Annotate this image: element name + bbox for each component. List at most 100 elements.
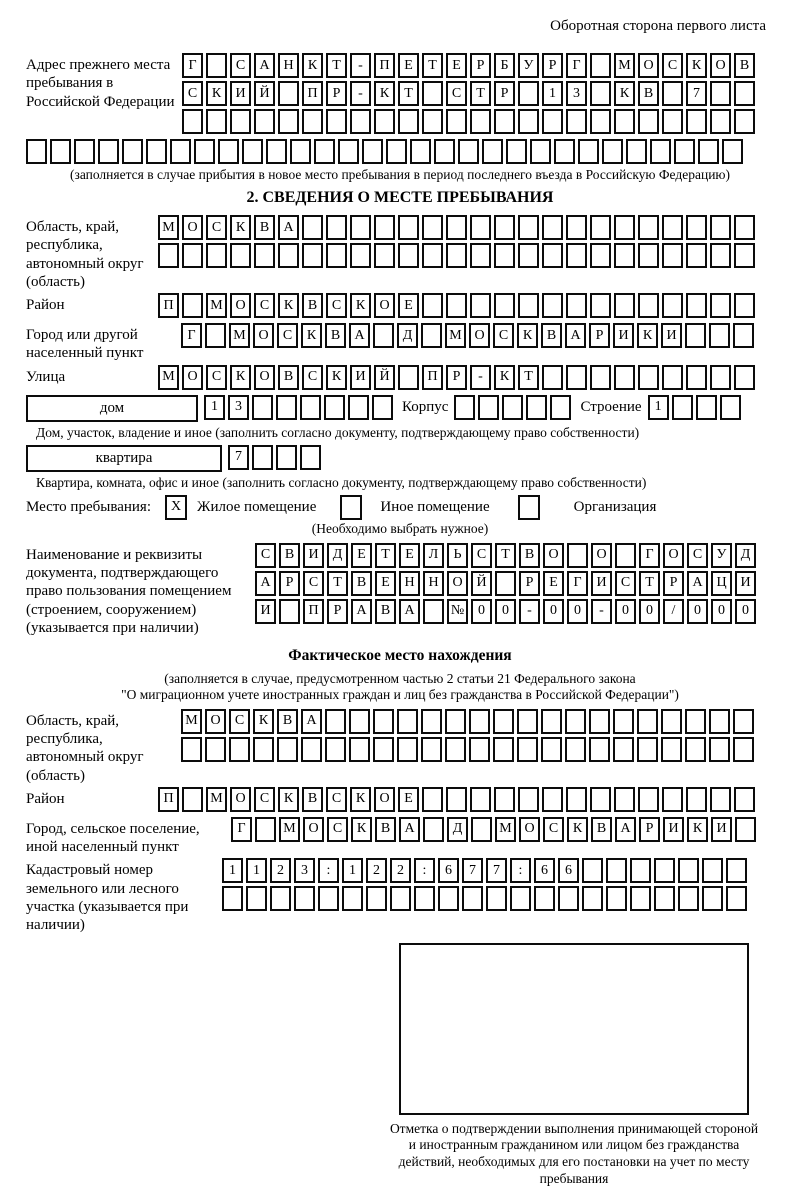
char-box xyxy=(494,109,515,134)
char-box xyxy=(650,139,671,164)
char-box: Т xyxy=(518,364,539,390)
char-box xyxy=(279,598,300,624)
char-box xyxy=(222,886,243,912)
apartment-caption: Квартира, комната, офис и иное (заполнит… xyxy=(36,474,647,490)
char-box xyxy=(695,394,717,420)
char-box xyxy=(26,139,47,164)
char-box: В xyxy=(325,323,346,349)
char-box: В xyxy=(278,364,299,390)
checkbox-organization[interactable] xyxy=(517,494,540,520)
checkbox-residential[interactable]: X xyxy=(165,494,187,520)
char-box: О xyxy=(182,215,203,240)
korpus-row[interactable] xyxy=(454,394,574,420)
char-box xyxy=(454,394,476,420)
char-box: Ц xyxy=(711,570,732,596)
char-box: 0 xyxy=(711,598,732,624)
char-box xyxy=(614,215,635,240)
char-box: № xyxy=(447,598,468,624)
document-row-3[interactable]: И П Р А В А № 0 0-0 0-0 0/0 0 0 xyxy=(255,598,774,624)
char-box xyxy=(318,886,339,912)
char-box: В xyxy=(638,81,659,106)
char-box xyxy=(326,215,347,240)
char-box: О xyxy=(182,364,203,390)
char-box: Р xyxy=(494,81,515,106)
char-box xyxy=(74,139,95,164)
fact-region-row-2[interactable] xyxy=(181,736,774,762)
char-box: К xyxy=(278,786,299,812)
char-box: 1 xyxy=(246,858,267,884)
char-box xyxy=(422,215,443,240)
apartment-type-box[interactable]: квартира xyxy=(26,444,222,472)
cadastral-row-2[interactable] xyxy=(222,886,774,912)
char-box xyxy=(182,243,203,268)
char-box: В xyxy=(279,542,300,568)
char-box: О xyxy=(230,293,251,319)
char-box xyxy=(302,215,323,240)
prev-address-row-3[interactable] xyxy=(182,109,774,134)
apartment-number-row[interactable]: 7 xyxy=(228,444,324,470)
char-box xyxy=(590,364,611,390)
char-box xyxy=(710,243,731,268)
char-box xyxy=(422,243,443,268)
char-box: К xyxy=(687,816,708,842)
char-box xyxy=(590,243,611,268)
char-box: С xyxy=(229,708,250,734)
char-box xyxy=(678,858,699,884)
char-box xyxy=(518,243,539,268)
option-other-premises-label: Иное помещение xyxy=(380,498,490,515)
char-box xyxy=(517,708,538,734)
char-box xyxy=(662,81,683,106)
char-box: П xyxy=(303,598,324,624)
char-box xyxy=(98,139,119,164)
char-box xyxy=(662,109,683,134)
char-box xyxy=(422,109,443,134)
char-box: С xyxy=(662,53,683,78)
char-box: Е xyxy=(375,570,396,596)
char-box xyxy=(542,215,563,240)
char-box: К xyxy=(517,323,538,349)
stamp-caption: Отметка о подтверждении выполнения прини… xyxy=(389,1120,759,1187)
char-box xyxy=(470,215,491,240)
char-box: У xyxy=(711,542,732,568)
stay-type-row: Место пребывания: X Жилое помещение Иное… xyxy=(26,494,774,520)
char-box: В xyxy=(302,293,323,319)
char-box xyxy=(349,708,370,734)
char-box: - xyxy=(519,598,540,624)
char-box xyxy=(350,109,371,134)
char-box: 7 xyxy=(228,444,249,470)
char-box xyxy=(542,243,563,268)
char-box xyxy=(710,293,731,319)
prev-address-row-4[interactable] xyxy=(26,139,774,164)
char-box xyxy=(558,886,579,912)
stroenie-row[interactable]: 1 xyxy=(647,394,744,420)
checkbox-other-premises[interactable] xyxy=(340,494,363,520)
char-box: Й xyxy=(471,570,492,596)
char-box xyxy=(252,394,273,420)
char-box: В xyxy=(519,542,540,568)
char-box: 1 xyxy=(204,394,225,420)
region-row-2[interactable] xyxy=(158,243,774,268)
char-box: Д xyxy=(397,323,418,349)
char-box: К xyxy=(494,364,515,390)
char-box xyxy=(734,215,755,240)
char-box xyxy=(181,736,202,762)
house-type-box[interactable]: дом xyxy=(26,394,198,422)
char-box: О xyxy=(205,708,226,734)
char-box xyxy=(606,886,627,912)
char-box: И xyxy=(591,570,612,596)
char-box xyxy=(373,708,394,734)
